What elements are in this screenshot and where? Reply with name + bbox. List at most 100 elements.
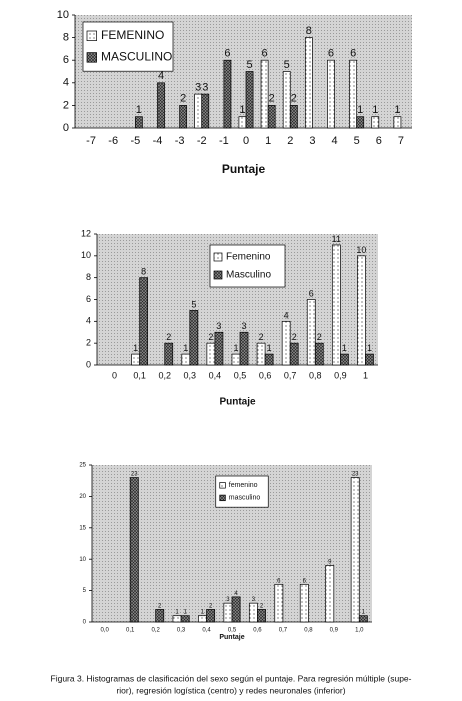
data-label: 5: [191, 299, 196, 309]
x-tick-label: 0,7: [284, 370, 297, 380]
bar: [157, 82, 165, 129]
bar: [245, 71, 254, 129]
x-tick-label: 0,8: [309, 370, 322, 380]
bar: [131, 353, 140, 366]
data-label: 4: [284, 310, 289, 320]
data-label: 10: [356, 245, 366, 255]
legend-swatch: [86, 30, 97, 41]
bar: [365, 353, 374, 366]
data-label: 2: [291, 93, 297, 105]
data-label: 2: [259, 332, 264, 342]
data-label: 6: [277, 578, 281, 584]
bar: [239, 331, 249, 366]
data-label: 8: [141, 267, 146, 277]
x-tick-label: 0,5: [228, 628, 237, 634]
data-label: 1: [201, 610, 205, 616]
x-tick-label: 1: [265, 135, 271, 147]
legend-label: Masculino: [226, 270, 271, 281]
x-tick-label: 0,3: [184, 370, 197, 380]
bar: [134, 116, 143, 129]
x-tick-label: 0,2: [158, 370, 171, 380]
x-tick-label: 0,0: [101, 628, 110, 634]
y-tick-label: 0: [86, 359, 91, 369]
legend-label: masculino: [229, 495, 261, 502]
data-label: 6: [309, 288, 314, 298]
x-tick-label: 0,2: [151, 628, 160, 634]
x-tick-label: 0,9: [330, 628, 339, 634]
legend-swatch: [219, 482, 226, 489]
x-tick-label: 1: [363, 370, 368, 380]
data-label: 1: [394, 104, 400, 116]
data-label: 1: [372, 104, 378, 116]
data-label: 9: [328, 559, 332, 565]
data-label: 3: [242, 321, 247, 331]
x-tick-label: -5: [130, 135, 140, 147]
data-label: 2: [209, 603, 213, 609]
bar: [299, 583, 309, 623]
x-tick-label: 0: [112, 370, 117, 380]
bar: [264, 353, 274, 366]
data-label: 23: [352, 472, 359, 478]
bar: [129, 477, 139, 623]
data-label: 1: [183, 610, 187, 616]
x-tick-label: 0,5: [234, 370, 247, 380]
bar: [356, 116, 365, 129]
data-label: 3: [195, 81, 201, 93]
y-tick-label: 8: [86, 272, 91, 282]
legend-label: FEMENINO: [101, 28, 164, 42]
x-tick-label: 0: [243, 135, 249, 147]
data-label: 2: [292, 332, 297, 342]
x-tick-label: 0,8: [304, 628, 313, 634]
bar: [214, 331, 224, 366]
x-tick-label: 4: [331, 135, 337, 147]
x-tick-label: 1,0: [355, 628, 364, 634]
bar: [189, 310, 199, 366]
legend-swatch: [213, 270, 223, 280]
y-tick-label: 25: [79, 463, 86, 469]
bar: [393, 116, 402, 129]
x-tick-label: 0,9: [334, 370, 347, 380]
data-label: 3: [202, 81, 208, 93]
data-label: 5: [284, 59, 290, 71]
x-tick-label: 0,4: [202, 628, 211, 634]
bar: [314, 342, 324, 366]
bar: [155, 609, 165, 623]
data-label: 23: [131, 472, 138, 478]
x-tick-label: -1: [219, 135, 229, 147]
y-tick-label: 2: [63, 99, 69, 111]
x-tick-label: -2: [197, 135, 207, 147]
x-tick-label: 0,1: [133, 370, 146, 380]
bar: [179, 105, 188, 129]
bar: [325, 565, 335, 623]
x-tick-label: -4: [153, 135, 163, 147]
bar: [248, 602, 258, 623]
bar: [357, 255, 366, 366]
y-tick-label: 6: [86, 294, 91, 304]
legend-swatch: [219, 494, 226, 502]
caption: rior), regresión logística (centro) y re…: [116, 685, 345, 695]
x-tick-label: 0,4: [209, 370, 222, 380]
legend-label: Femenino: [226, 252, 271, 263]
y-tick-label: 10: [79, 557, 86, 563]
legend-box: [209, 244, 286, 288]
x-tick-label: -3: [175, 135, 185, 147]
bar: [349, 59, 358, 129]
x-tick-label: -7: [86, 135, 96, 147]
x-tick-label: 5: [354, 135, 360, 147]
data-label: 1: [133, 343, 138, 353]
bar: [304, 37, 313, 129]
data-label: 1: [175, 610, 179, 616]
data-label: 2: [166, 332, 171, 342]
bar: [206, 342, 216, 366]
data-label: 8: [306, 25, 312, 37]
data-label: 4: [234, 591, 238, 597]
bar: [223, 59, 232, 129]
x-axis-label: Puntaje: [219, 634, 244, 641]
y-tick-label: 0: [83, 620, 87, 626]
x-tick-label: 2: [287, 135, 293, 147]
bar: [281, 320, 291, 366]
legend-label: MASCULINO: [101, 50, 172, 64]
data-label: 4: [158, 70, 164, 82]
data-label: 1: [183, 343, 188, 353]
bar: [194, 93, 203, 129]
